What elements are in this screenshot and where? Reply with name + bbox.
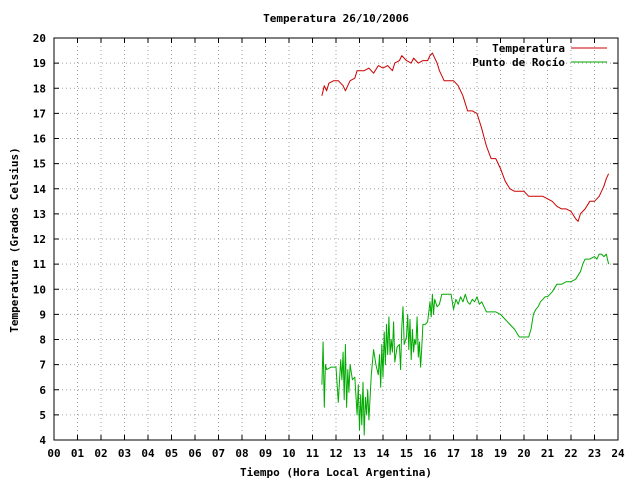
y-tick-label: 19	[33, 57, 46, 70]
x-tick-label: 15	[400, 447, 413, 460]
x-tick-label: 22	[564, 447, 577, 460]
x-tick-label: 09	[259, 447, 272, 460]
y-tick-label: 20	[33, 32, 46, 45]
x-tick-label: 20	[517, 447, 530, 460]
y-tick-label: 4	[39, 434, 46, 447]
x-tick-label: 21	[541, 447, 555, 460]
x-tick-label: 18	[470, 447, 483, 460]
y-tick-label: 16	[33, 133, 47, 146]
legend-label-temperatura: Temperatura	[492, 42, 565, 55]
x-axis-ticks: 00 01 02 03 04 05 06 07 08 09 10 11 12 13 14 15 16 17 18 19…	[47, 38, 625, 460]
x-tick-label: 05	[165, 447, 178, 460]
x-axis-label: Tiempo (Hora Local Argentina)	[240, 466, 432, 479]
x-tick-label: 16	[423, 447, 437, 460]
plot-frame	[53, 37, 619, 441]
y-axis-ticks: 4 5 6 7 8 9 10 11 12 13 14 15 16 17 18 19 20	[33, 32, 618, 447]
series-line-temperatura	[321, 52, 610, 222]
legend: Temperatura Punto de Rocío	[472, 42, 607, 69]
x-tick-label: 08	[235, 447, 248, 460]
x-tick-label: 00	[47, 447, 60, 460]
y-tick-label: 14	[33, 183, 47, 196]
x-tick-label: 10	[282, 447, 295, 460]
y-tick-label: 15	[33, 158, 46, 171]
y-axis-label: Temperatura (Grados Celsius)	[8, 147, 21, 332]
x-tick-label: 23	[588, 447, 601, 460]
x-tick-label: 11	[306, 447, 320, 460]
y-tick-label: 10	[33, 283, 46, 296]
x-tick-label: 24	[611, 447, 625, 460]
y-tick-label: 17	[33, 107, 46, 120]
y-tick-label: 5	[39, 409, 46, 422]
y-tick-label: 12	[33, 233, 46, 246]
series-line-punto-de-rocio	[321, 253, 610, 436]
x-tick-label: 14	[376, 447, 390, 460]
grid-lines	[54, 38, 618, 440]
y-tick-label: 9	[39, 308, 46, 321]
x-tick-label: 17	[447, 447, 460, 460]
y-tick-label: 6	[39, 384, 46, 397]
y-tick-label: 7	[39, 359, 46, 372]
y-tick-label: 13	[33, 208, 46, 221]
x-tick-label: 12	[329, 447, 342, 460]
x-tick-label: 06	[188, 447, 202, 460]
legend-label-punto-de-rocio: Punto de Rocío	[472, 56, 565, 69]
x-tick-label: 04	[141, 447, 155, 460]
y-tick-label: 8	[39, 334, 46, 347]
x-tick-label: 03	[118, 447, 131, 460]
x-tick-label: 02	[94, 447, 107, 460]
x-tick-label: 19	[494, 447, 507, 460]
chart-title: Temperatura 26/10/2006	[263, 12, 409, 25]
x-tick-label: 07	[212, 447, 225, 460]
x-tick-label: 01	[71, 447, 85, 460]
x-tick-label: 13	[353, 447, 366, 460]
y-tick-label: 11	[33, 258, 47, 271]
series-lines	[321, 52, 610, 436]
y-tick-label: 18	[33, 82, 46, 95]
